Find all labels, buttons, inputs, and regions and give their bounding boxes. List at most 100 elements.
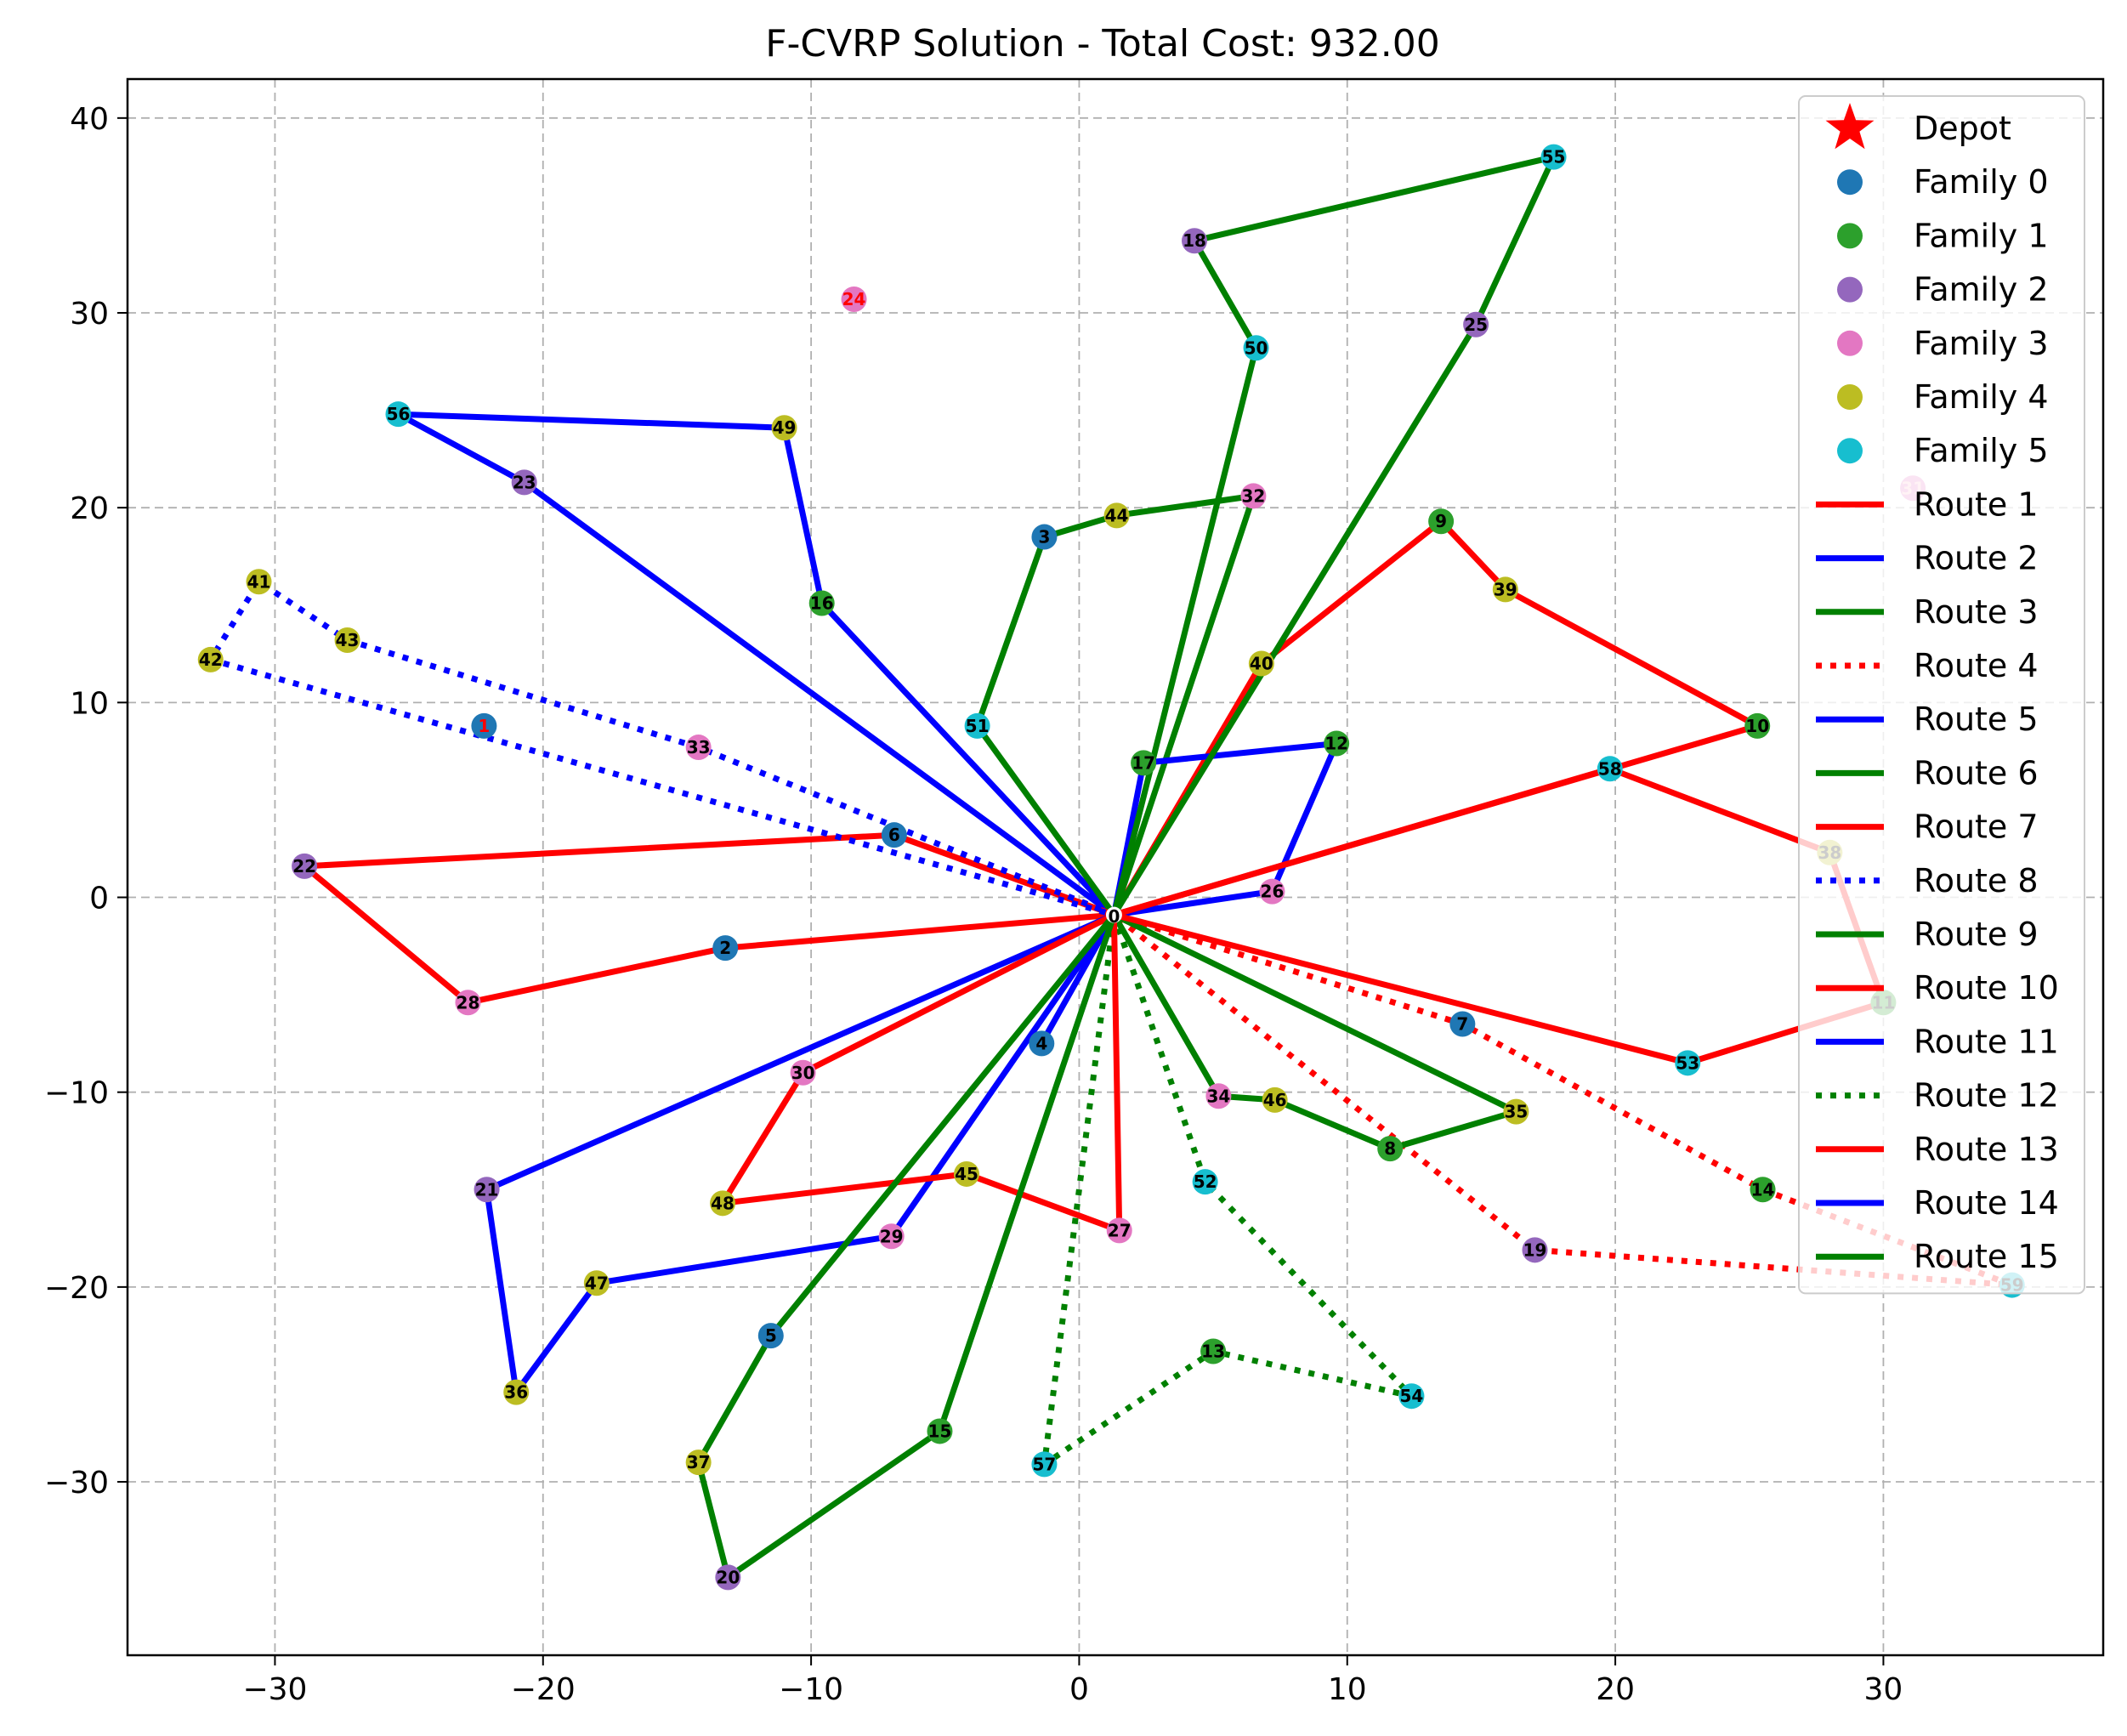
legend-family-3-marker	[1837, 330, 1863, 356]
legend-route-10-label: Route 10	[1914, 969, 2059, 1007]
x-tick-label: 0	[1069, 1672, 1089, 1707]
node-36-label: 36	[504, 1382, 528, 1403]
legend-family-5-label: Family 5	[1914, 432, 2049, 469]
node-45-label: 45	[955, 1164, 978, 1184]
node-23-marker	[511, 469, 537, 496]
route-9-line	[1109, 911, 1519, 1152]
x-tick-label: −20	[511, 1672, 576, 1707]
node-24-marker	[841, 286, 867, 312]
node-2-label: 2	[719, 938, 731, 958]
node-1-label: 1	[478, 716, 490, 736]
node-53-marker	[1675, 1050, 1701, 1076]
node-32-marker	[1240, 483, 1267, 509]
node-50-label: 50	[1245, 338, 1268, 358]
route-12-line	[1041, 913, 1415, 1467]
node-8-label: 8	[1384, 1138, 1396, 1159]
node-56-label: 56	[387, 404, 411, 424]
node-40-marker	[1248, 650, 1274, 677]
legend-route-6-label: Route 6	[1914, 754, 2039, 791]
y-tick-label: 40	[70, 102, 109, 137]
legend-route-13-label: Route 13	[1914, 1131, 2059, 1168]
node-30-marker	[790, 1059, 816, 1086]
legend-route-3-label: Route 3	[1914, 593, 2039, 631]
depot-marker	[1105, 906, 1122, 923]
node-58-label: 58	[1598, 758, 1622, 779]
node-10-marker	[1744, 712, 1771, 739]
node-52-marker	[1192, 1169, 1218, 1195]
node-25-marker	[1463, 311, 1489, 338]
node-12-marker	[1324, 730, 1350, 757]
node-44-marker	[1103, 502, 1130, 529]
node-34-marker	[1205, 1083, 1232, 1109]
x-tick-label: −30	[242, 1672, 307, 1707]
node-3-marker	[1031, 524, 1058, 550]
node-47-label: 47	[585, 1273, 609, 1293]
legend-family-0-label: Family 0	[1914, 163, 2049, 201]
node-16-marker	[808, 590, 835, 616]
node-28-label: 28	[457, 992, 480, 1013]
y-tick-label: −30	[44, 1466, 109, 1501]
node-48-label: 48	[711, 1193, 735, 1213]
node-22-marker	[292, 853, 318, 879]
legend-route-11-label: Route 11	[1914, 1023, 2059, 1060]
legend-family-2-marker	[1837, 276, 1863, 303]
node-51-label: 51	[966, 716, 990, 736]
node-58-marker	[1597, 756, 1623, 782]
legend-family-4-marker	[1837, 384, 1863, 410]
node-42-label: 42	[199, 650, 223, 670]
y-tick-label: 30	[70, 297, 109, 332]
node-16-label: 16	[810, 593, 834, 613]
legend-route-7-label: Route 7	[1914, 808, 2039, 846]
node-2-marker	[712, 935, 739, 962]
node-18-label: 18	[1183, 230, 1206, 251]
x-tick-label: 20	[1596, 1672, 1635, 1707]
node-5-label: 5	[765, 1325, 777, 1346]
node-29-label: 29	[880, 1226, 904, 1246]
legend-family-3-label: Family 3	[1914, 325, 2049, 362]
chart-title: F-CVRP Solution - Total Cost: 932.00	[765, 22, 1440, 65]
node-33-marker	[685, 735, 712, 761]
node-29-marker	[878, 1223, 905, 1250]
node-3-label: 3	[1038, 527, 1050, 547]
node-55-marker	[1540, 144, 1567, 170]
node-13-marker	[1200, 1338, 1227, 1364]
route-7-line	[301, 831, 1118, 1006]
y-tick-label: −20	[44, 1271, 109, 1306]
node-14-marker	[1750, 1177, 1776, 1203]
y-tick-label: 0	[89, 882, 109, 916]
node-25-label: 25	[1464, 315, 1488, 335]
node-30-label: 30	[791, 1063, 815, 1083]
route-2-line	[395, 411, 1119, 920]
depot-label: 0	[1108, 906, 1120, 927]
node-28-marker	[455, 990, 481, 1016]
node-21-label: 21	[475, 1179, 499, 1200]
y-tick-label: 10	[70, 686, 109, 721]
node-33-label: 33	[687, 737, 711, 757]
node-5-marker	[757, 1323, 784, 1349]
y-tick-label: 20	[70, 491, 109, 526]
route-3-line	[974, 492, 1256, 919]
legend-depot-label: Depot	[1914, 110, 2011, 147]
node-47-marker	[583, 1270, 610, 1296]
node-9-marker	[1428, 508, 1455, 535]
node-57-marker	[1031, 1451, 1058, 1478]
node-19-marker	[1522, 1237, 1548, 1263]
node-26-marker	[1259, 878, 1285, 905]
route-1-line	[1109, 518, 1761, 919]
node-20-label: 20	[716, 1567, 740, 1587]
node-35-label: 35	[1505, 1102, 1529, 1122]
x-tick-label: −10	[779, 1672, 843, 1707]
node-40-label: 40	[1250, 654, 1273, 674]
node-4-label: 4	[1035, 1033, 1047, 1053]
node-22-label: 22	[292, 856, 316, 877]
node-39-label: 39	[1494, 579, 1517, 599]
legend-route-1-label: Route 1	[1914, 485, 2039, 523]
node-35-marker	[1503, 1098, 1529, 1125]
node-34-label: 34	[1206, 1086, 1230, 1106]
node-57-label: 57	[1033, 1454, 1057, 1474]
node-39-marker	[1492, 576, 1518, 603]
route-6-line	[1109, 154, 1557, 919]
node-23-label: 23	[513, 472, 536, 492]
